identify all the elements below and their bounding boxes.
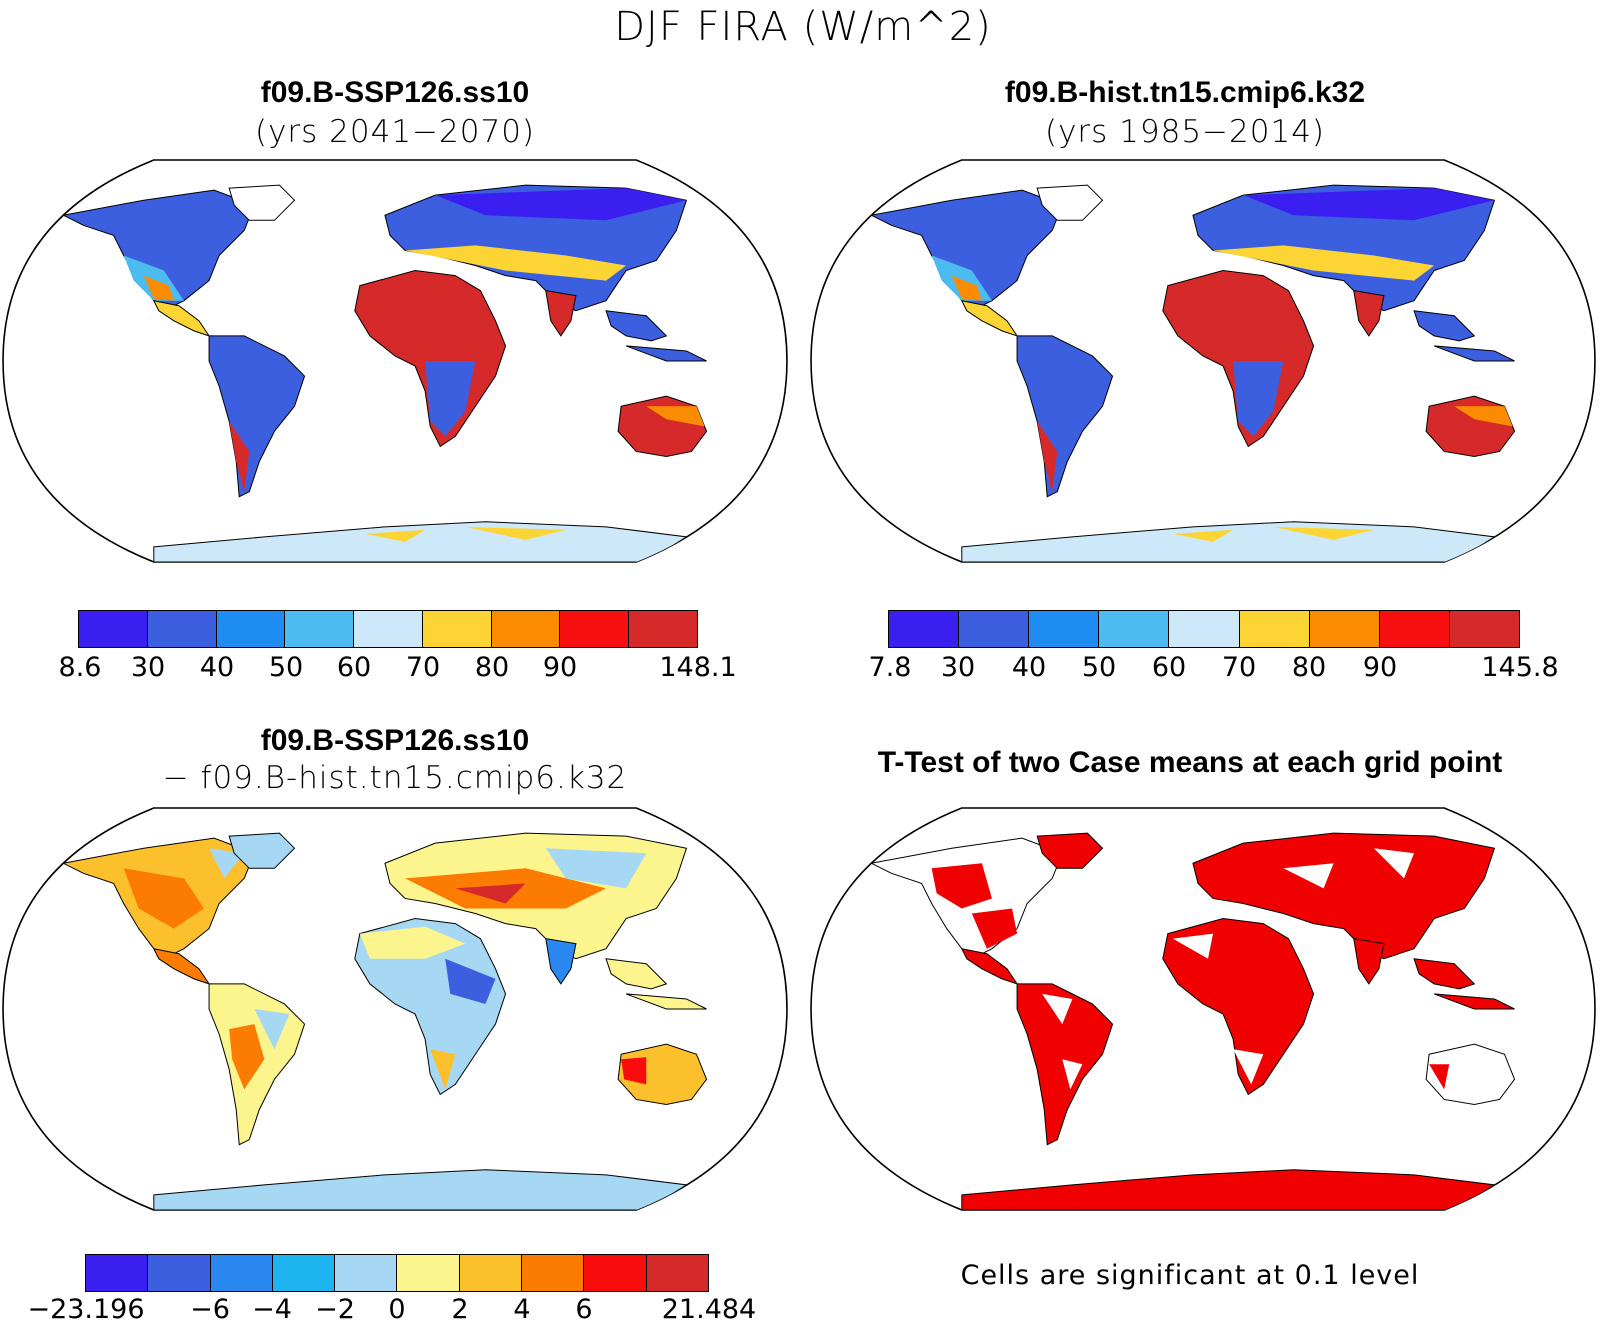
labelbar-difference-tick: −2 [315,1294,355,1325]
panel-difference-title: f09.B-SSP126.ss10 [260,724,530,757]
labelbar-case [78,610,698,648]
labelbar-case-tick: 80 [474,652,510,683]
figure-title: DJF FIRA (W/m^2) [614,4,992,50]
panel-case-title: f09.B-SSP126.ss10 [260,76,530,109]
panel-ttest-title: T-Test of two Case means at each grid po… [877,746,1503,779]
labelbar-control-tick: 7.8 [868,652,912,683]
labelbar-case-tick: 30 [130,652,166,683]
labelbar-case-tick: 40 [199,652,235,683]
labelbar-case-tick: 90 [542,652,578,683]
labelbar-case-tick: 50 [268,652,304,683]
map-ttest [810,807,1596,1211]
significance-note: Cells are significant at 0.1 level [960,1260,1420,1291]
labelbar-control-tick: 70 [1221,652,1257,683]
map-difference [2,807,788,1211]
labelbar-difference-tick: −23.196 [27,1294,145,1325]
labelbar-control-tick: 90 [1362,652,1398,683]
labelbar-case-tick: 60 [336,652,372,683]
panel-difference-subtitle: − f09.B-hist.tn15.cmip6.k32 [162,760,628,796]
labelbar-difference-tick: 4 [513,1294,531,1325]
panel-control-subtitle: (yrs 1985−2014) [1044,114,1326,150]
map-control [810,159,1596,563]
labelbar-difference-tick: −6 [190,1294,230,1325]
labelbar-difference-tick: 2 [451,1294,469,1325]
labelbar-difference-tick: 6 [575,1294,593,1325]
labelbar-difference-tick: 21.484 [661,1294,757,1325]
labelbar-difference-tick: −4 [252,1294,292,1325]
labelbar-case-tick: 148.1 [659,652,737,683]
labelbar-control-tick: 60 [1151,652,1187,683]
labelbar-difference-tick: 0 [388,1294,406,1325]
labelbar-control-tick: 40 [1011,652,1047,683]
labelbar-control-tick: 30 [940,652,976,683]
labelbar-case-tick: 8.6 [58,652,102,683]
labelbar-difference [85,1254,709,1292]
map-case [2,159,788,563]
labelbar-control-tick: 50 [1081,652,1117,683]
panel-control-title: f09.B-hist.tn15.cmip6.k32 [1004,76,1366,109]
labelbar-control-tick: 80 [1291,652,1327,683]
labelbar-control [888,610,1520,648]
labelbar-control-tick: 145.8 [1481,652,1559,683]
labelbar-case-tick: 70 [405,652,441,683]
panel-case-subtitle: (yrs 2041−2070) [254,114,536,150]
